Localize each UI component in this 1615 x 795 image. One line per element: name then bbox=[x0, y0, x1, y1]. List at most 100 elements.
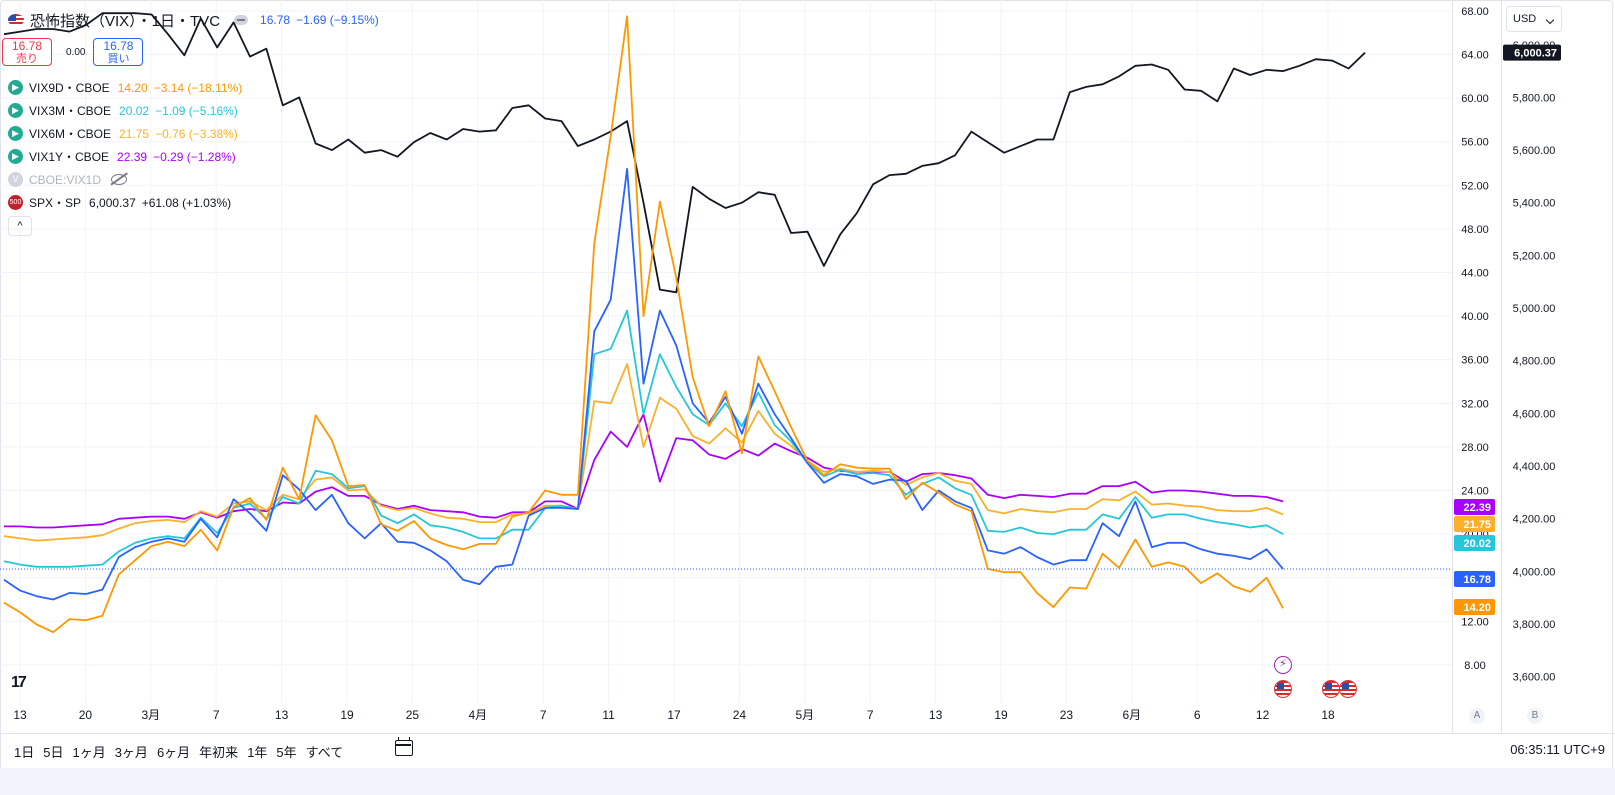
series-name: VIX9D・CBOE bbox=[29, 81, 110, 95]
legend-row-vix9d[interactable]: ▶ VIX9D・CBOE 14.20 −3.14 (−18.11%) bbox=[8, 76, 242, 99]
series-line-vix9d bbox=[3, 15, 1284, 634]
range-3m[interactable]: 3ヶ月 bbox=[114, 745, 148, 760]
left-axis-tick-label: 12.00 bbox=[1461, 616, 1489, 628]
right-axis-tick-label: 3,600.00 bbox=[1513, 672, 1556, 684]
axis-separator-right bbox=[1501, 0, 1502, 733]
last-value-label: 22.39 bbox=[1463, 502, 1491, 514]
left-axis-tick-label: 24.00 bbox=[1461, 485, 1489, 497]
last-value-tag bbox=[1454, 599, 1495, 615]
series-line-spx bbox=[3, 12, 1366, 294]
range-all[interactable]: すべて bbox=[305, 745, 344, 760]
series-change: −3.14 (−18.11%) bbox=[153, 80, 243, 95]
x-axis-tick-label: 13 bbox=[929, 708, 943, 722]
x-axis-tick-label: 19 bbox=[994, 708, 1008, 722]
last-value-tag bbox=[1454, 499, 1495, 515]
flash-icon[interactable]: ⚡ bbox=[1274, 656, 1292, 674]
right-axis-tick-label: 5,200.00 bbox=[1513, 250, 1556, 262]
right-axis-tick-label: 4,000.00 bbox=[1513, 566, 1556, 578]
eye-off-icon[interactable] bbox=[111, 174, 128, 185]
us-flag-icon[interactable] bbox=[1274, 680, 1292, 698]
left-axis-tick-label: 60.00 bbox=[1461, 93, 1489, 105]
left-axis-tick-label: 36.00 bbox=[1461, 355, 1489, 367]
clock[interactable]: 06:35:11 UTC+9 bbox=[1510, 742, 1605, 757]
us-flag-icon bbox=[8, 14, 24, 26]
axis-separator-left bbox=[1452, 0, 1453, 733]
series-legend: ▶ VIX9D・CBOE 14.20 −3.14 (−18.11%) ▶ VIX… bbox=[8, 76, 242, 214]
sell-price: 16.78 bbox=[11, 39, 43, 53]
x-axis-tick-label: 4月 bbox=[468, 708, 487, 722]
last-value-label: 21.75 bbox=[1463, 519, 1491, 531]
v-icon: V bbox=[8, 172, 23, 187]
header-price: 16.78 bbox=[260, 13, 291, 27]
series-value: 21.75 bbox=[119, 126, 150, 141]
range-5d[interactable]: 5日 bbox=[43, 745, 64, 760]
x-axis-tick-label: 7 bbox=[213, 708, 220, 722]
range-1d[interactable]: 1日 bbox=[14, 745, 35, 760]
last-value-label: 14.20 bbox=[1463, 602, 1491, 614]
x-axis-tick-label: 12 bbox=[1256, 708, 1270, 722]
left-axis-tick-label: 44.00 bbox=[1461, 267, 1489, 279]
symbol-title[interactable]: 恐怖指数（VIX）・1日・TVC bbox=[30, 12, 221, 30]
left-axis-tick-label: 68.00 bbox=[1461, 6, 1489, 18]
x-axis-tick-label: 18 bbox=[1321, 708, 1335, 722]
x-axis-tick-label: 11 bbox=[602, 708, 615, 722]
trade-panel: 16.78 売り 0.00 16.78 買い bbox=[2, 38, 144, 66]
us-flag-icon[interactable] bbox=[1322, 680, 1340, 698]
x-axis-tick-label: 19 bbox=[340, 708, 354, 722]
x-axis-tick-label: 24 bbox=[733, 708, 747, 722]
legend-row-vix1y[interactable]: ▶ VIX1Y・CBOE 22.39 −0.29 (−1.28%) bbox=[8, 145, 242, 168]
series-value: 6,000.37 bbox=[89, 195, 136, 210]
sell-button[interactable]: 16.78 売り bbox=[2, 38, 52, 66]
series-change: +61.08 (+1.03%) bbox=[141, 195, 232, 210]
range-6m[interactable]: 6ヶ月 bbox=[156, 745, 191, 760]
series-name: VIX3M・CBOE bbox=[29, 104, 112, 118]
x-axis-tick-label: 7 bbox=[867, 708, 874, 722]
sell-label: 売り bbox=[16, 53, 38, 65]
tradingview-logo[interactable]: 17 bbox=[11, 674, 27, 691]
right-axis-tick-label: 5,000.00 bbox=[1513, 303, 1556, 315]
right-axis-tick-label: 4,200.00 bbox=[1513, 514, 1556, 526]
legend-row-vix1d[interactable]: V CBOE:VIX1D bbox=[8, 168, 242, 191]
currency-select[interactable]: USD bbox=[1506, 6, 1562, 32]
series-value: 14.20 bbox=[117, 80, 148, 95]
axis-b-button[interactable]: B bbox=[1527, 708, 1543, 724]
collapse-toggle-icon[interactable] bbox=[234, 15, 249, 25]
x-axis-tick-label: 17 bbox=[667, 708, 681, 722]
buy-button[interactable]: 16.78 買い bbox=[93, 38, 144, 66]
legend-row-spx[interactable]: 500 SPX・SP 6,000.37 +61.08 (+1.03%) bbox=[8, 191, 242, 214]
right-axis-tick-label: 5,400.00 bbox=[1513, 198, 1556, 210]
legend-row-vix6m[interactable]: ▶ VIX6M・CBOE 21.75 −0.76 (−3.38%) bbox=[8, 122, 242, 145]
date-range-calendar-icon[interactable] bbox=[395, 737, 413, 756]
left-axis-tick-label: 32.00 bbox=[1461, 398, 1489, 410]
range-1m[interactable]: 1ヶ月 bbox=[72, 745, 106, 760]
range-5y[interactable]: 5年 bbox=[276, 745, 297, 760]
sp500-icon: 500 bbox=[8, 195, 23, 210]
chart-plot[interactable]: 68.0064.0060.0056.0052.0048.0044.0040.00… bbox=[0, 0, 1615, 733]
buy-label: 買い bbox=[107, 53, 130, 65]
left-axis-tick-label: 40.00 bbox=[1461, 311, 1489, 323]
right-axis-tick-label: 4,600.00 bbox=[1513, 408, 1556, 420]
left-axis-tick-label: 64.00 bbox=[1461, 49, 1489, 61]
arrow-right-icon: ▶ bbox=[8, 80, 23, 95]
last-value-tag bbox=[1454, 535, 1495, 551]
buy-price: 16.78 bbox=[103, 39, 134, 53]
series-name: VIX6M・CBOE bbox=[29, 127, 112, 141]
legend-row-vix3m[interactable]: ▶ VIX3M・CBOE 20.02 −1.09 (−5.16%) bbox=[8, 99, 242, 122]
us-flag-icon[interactable] bbox=[1339, 680, 1357, 698]
range-ytd[interactable]: 年初来 bbox=[199, 745, 239, 760]
x-axis-tick-label: 20 bbox=[79, 708, 93, 722]
x-axis-tick-label: 6月 bbox=[1122, 708, 1141, 722]
series-change: −1.09 (−5.16%) bbox=[155, 103, 238, 118]
last-value-tag bbox=[1503, 44, 1561, 61]
last-value-label: 6,000.37 bbox=[1514, 48, 1557, 60]
bottom-strip bbox=[0, 768, 1615, 795]
range-1y[interactable]: 1年 bbox=[247, 745, 268, 760]
series-name: VIX1Y・CBOE bbox=[29, 150, 110, 164]
series-value: 22.39 bbox=[117, 149, 148, 164]
x-axis-tick-label: 5月 bbox=[795, 708, 814, 722]
arrow-right-icon: ▶ bbox=[8, 103, 23, 118]
axis-auto-button[interactable]: A bbox=[1469, 708, 1485, 724]
x-axis-tick-label: 6 bbox=[1194, 708, 1201, 722]
collapse-legend-button[interactable]: ^ bbox=[8, 216, 32, 236]
x-axis-tick-label: 13 bbox=[13, 708, 27, 722]
